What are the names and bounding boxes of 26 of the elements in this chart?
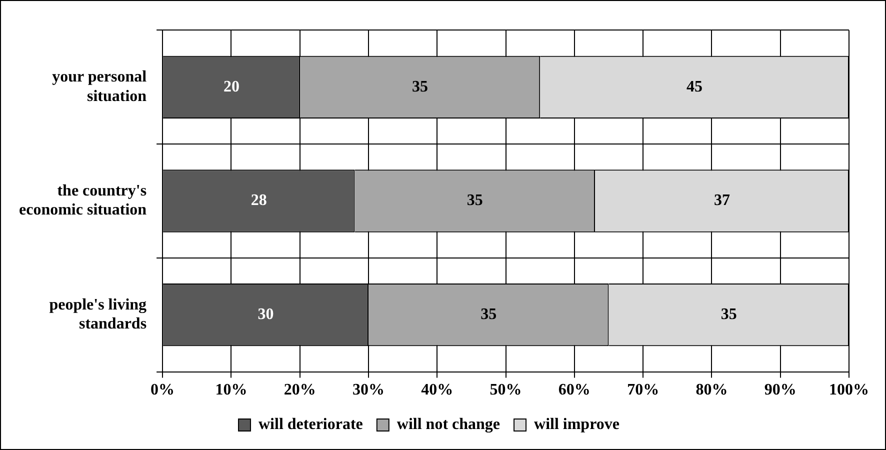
x-tick-label: 70% (627, 382, 660, 399)
data-label: 20 (223, 78, 240, 96)
data-label: 35 (412, 78, 428, 96)
data-label: 35 (720, 306, 737, 324)
y-tick-label: your personal situation (52, 68, 148, 105)
y-tick-label: people's living standards (49, 296, 147, 333)
x-tick-label: 80% (696, 382, 728, 399)
legend-label: will not change (396, 416, 500, 434)
x-tick-label: 90% (764, 382, 796, 399)
x-tick-label: 60% (558, 382, 590, 399)
legend-label: will improve (534, 416, 620, 434)
x-tick-label: 0% (150, 382, 175, 399)
y-tick-label: the country's economic situation (19, 182, 147, 219)
x-tick-label: 30% (352, 382, 384, 399)
data-label: 45 (686, 78, 703, 96)
data-label: 35 (480, 306, 497, 324)
data-label: 35 (466, 192, 483, 210)
data-label: 28 (250, 192, 267, 210)
legend-label: will deteriorate (258, 416, 363, 434)
x-tick-label: 20% (284, 382, 316, 399)
x-tick-label: 100% (829, 382, 869, 399)
x-tick-label: 50% (490, 382, 522, 399)
data-label: 30 (258, 306, 274, 324)
data-label: 37 (714, 192, 730, 210)
x-tick-label: 40% (421, 382, 454, 399)
x-tick-label: 10% (215, 382, 248, 399)
